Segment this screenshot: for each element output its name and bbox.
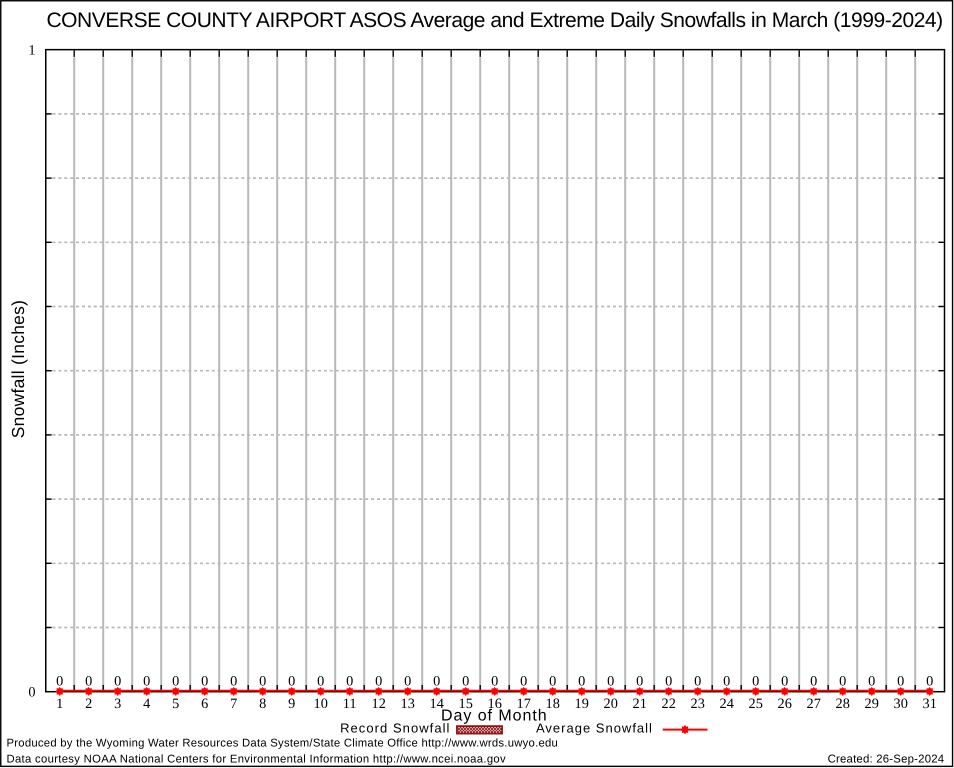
svg-text:Record Snowfall: Record Snowfall [340,720,450,735]
svg-text:0: 0 [288,673,295,689]
svg-text:3: 3 [114,696,121,712]
svg-text:0: 0 [201,673,208,689]
svg-text:0: 0 [85,673,92,689]
svg-text:8: 8 [259,696,266,712]
svg-text:0: 0 [56,673,63,689]
svg-text:0: 0 [491,673,498,689]
svg-text:9: 9 [288,696,295,712]
svg-text:0: 0 [781,673,788,689]
svg-text:0: 0 [404,673,411,689]
svg-text:6: 6 [201,696,208,712]
svg-text:26: 26 [778,696,792,712]
svg-text:0: 0 [114,673,121,689]
svg-text:0: 0 [897,673,904,689]
svg-text:0: 0 [636,673,643,689]
svg-text:13: 13 [401,696,415,712]
svg-text:18: 18 [546,696,560,712]
svg-text:25: 25 [749,696,763,712]
svg-text:0: 0 [723,673,730,689]
svg-text:29: 29 [865,696,879,712]
svg-text:0: 0 [259,673,266,689]
svg-text:11: 11 [343,696,357,712]
svg-text:14: 14 [430,696,444,712]
svg-text:15: 15 [459,696,473,712]
svg-text:0: 0 [839,673,846,689]
svg-text:0: 0 [549,673,556,689]
svg-text:Produced by the Wyoming Water: Produced by the Wyoming Water Resources … [7,738,559,750]
svg-text:23: 23 [691,696,705,712]
svg-text:0: 0 [346,673,353,689]
svg-text:17: 17 [517,696,531,712]
svg-text:24: 24 [720,696,734,712]
svg-text:2: 2 [85,696,92,712]
svg-text:0: 0 [230,673,237,689]
svg-text:0: 0 [143,673,150,689]
svg-text:12: 12 [372,696,386,712]
svg-text:0: 0 [926,673,933,689]
svg-text:16: 16 [488,696,502,712]
svg-text:CONVERSE COUNTY AIRPORT ASOS A: CONVERSE COUNTY AIRPORT ASOS Average and… [46,9,942,32]
svg-text:Created: 26-Sep-2024: Created: 26-Sep-2024 [828,754,945,766]
svg-text:0: 0 [694,673,701,689]
svg-text:0: 0 [665,673,672,689]
svg-text:27: 27 [807,696,821,712]
svg-text:22: 22 [662,696,676,712]
svg-text:1: 1 [56,696,63,712]
svg-text:0: 0 [462,673,469,689]
svg-text:Average Snowfall: Average Snowfall [536,720,653,735]
svg-text:0: 0 [520,673,527,689]
svg-text:10: 10 [314,696,328,712]
svg-text:0: 0 [578,673,585,689]
svg-text:19: 19 [575,696,589,712]
svg-text:Snowfall (Inches): Snowfall (Inches) [8,300,28,439]
svg-text:0: 0 [28,684,35,700]
svg-text:0: 0 [375,673,382,689]
svg-text:30: 30 [894,696,908,712]
svg-text:0: 0 [810,673,817,689]
svg-text:4: 4 [143,696,150,712]
svg-text:31: 31 [923,696,937,712]
svg-text:Day of Month: Day of Month [441,708,548,725]
svg-text:0: 0 [433,673,440,689]
svg-text:0: 0 [317,673,324,689]
svg-text:20: 20 [604,696,618,712]
svg-text:21: 21 [633,696,647,712]
svg-text:7: 7 [230,696,237,712]
svg-text:0: 0 [868,673,875,689]
svg-text:0: 0 [752,673,759,689]
svg-text:5: 5 [172,696,179,712]
svg-text:28: 28 [836,696,850,712]
svg-text:1: 1 [28,43,35,59]
svg-text:Data courtesy NOAA National Ce: Data courtesy NOAA National Centers for … [7,754,507,766]
svg-text:0: 0 [172,673,179,689]
svg-text:0: 0 [607,673,614,689]
